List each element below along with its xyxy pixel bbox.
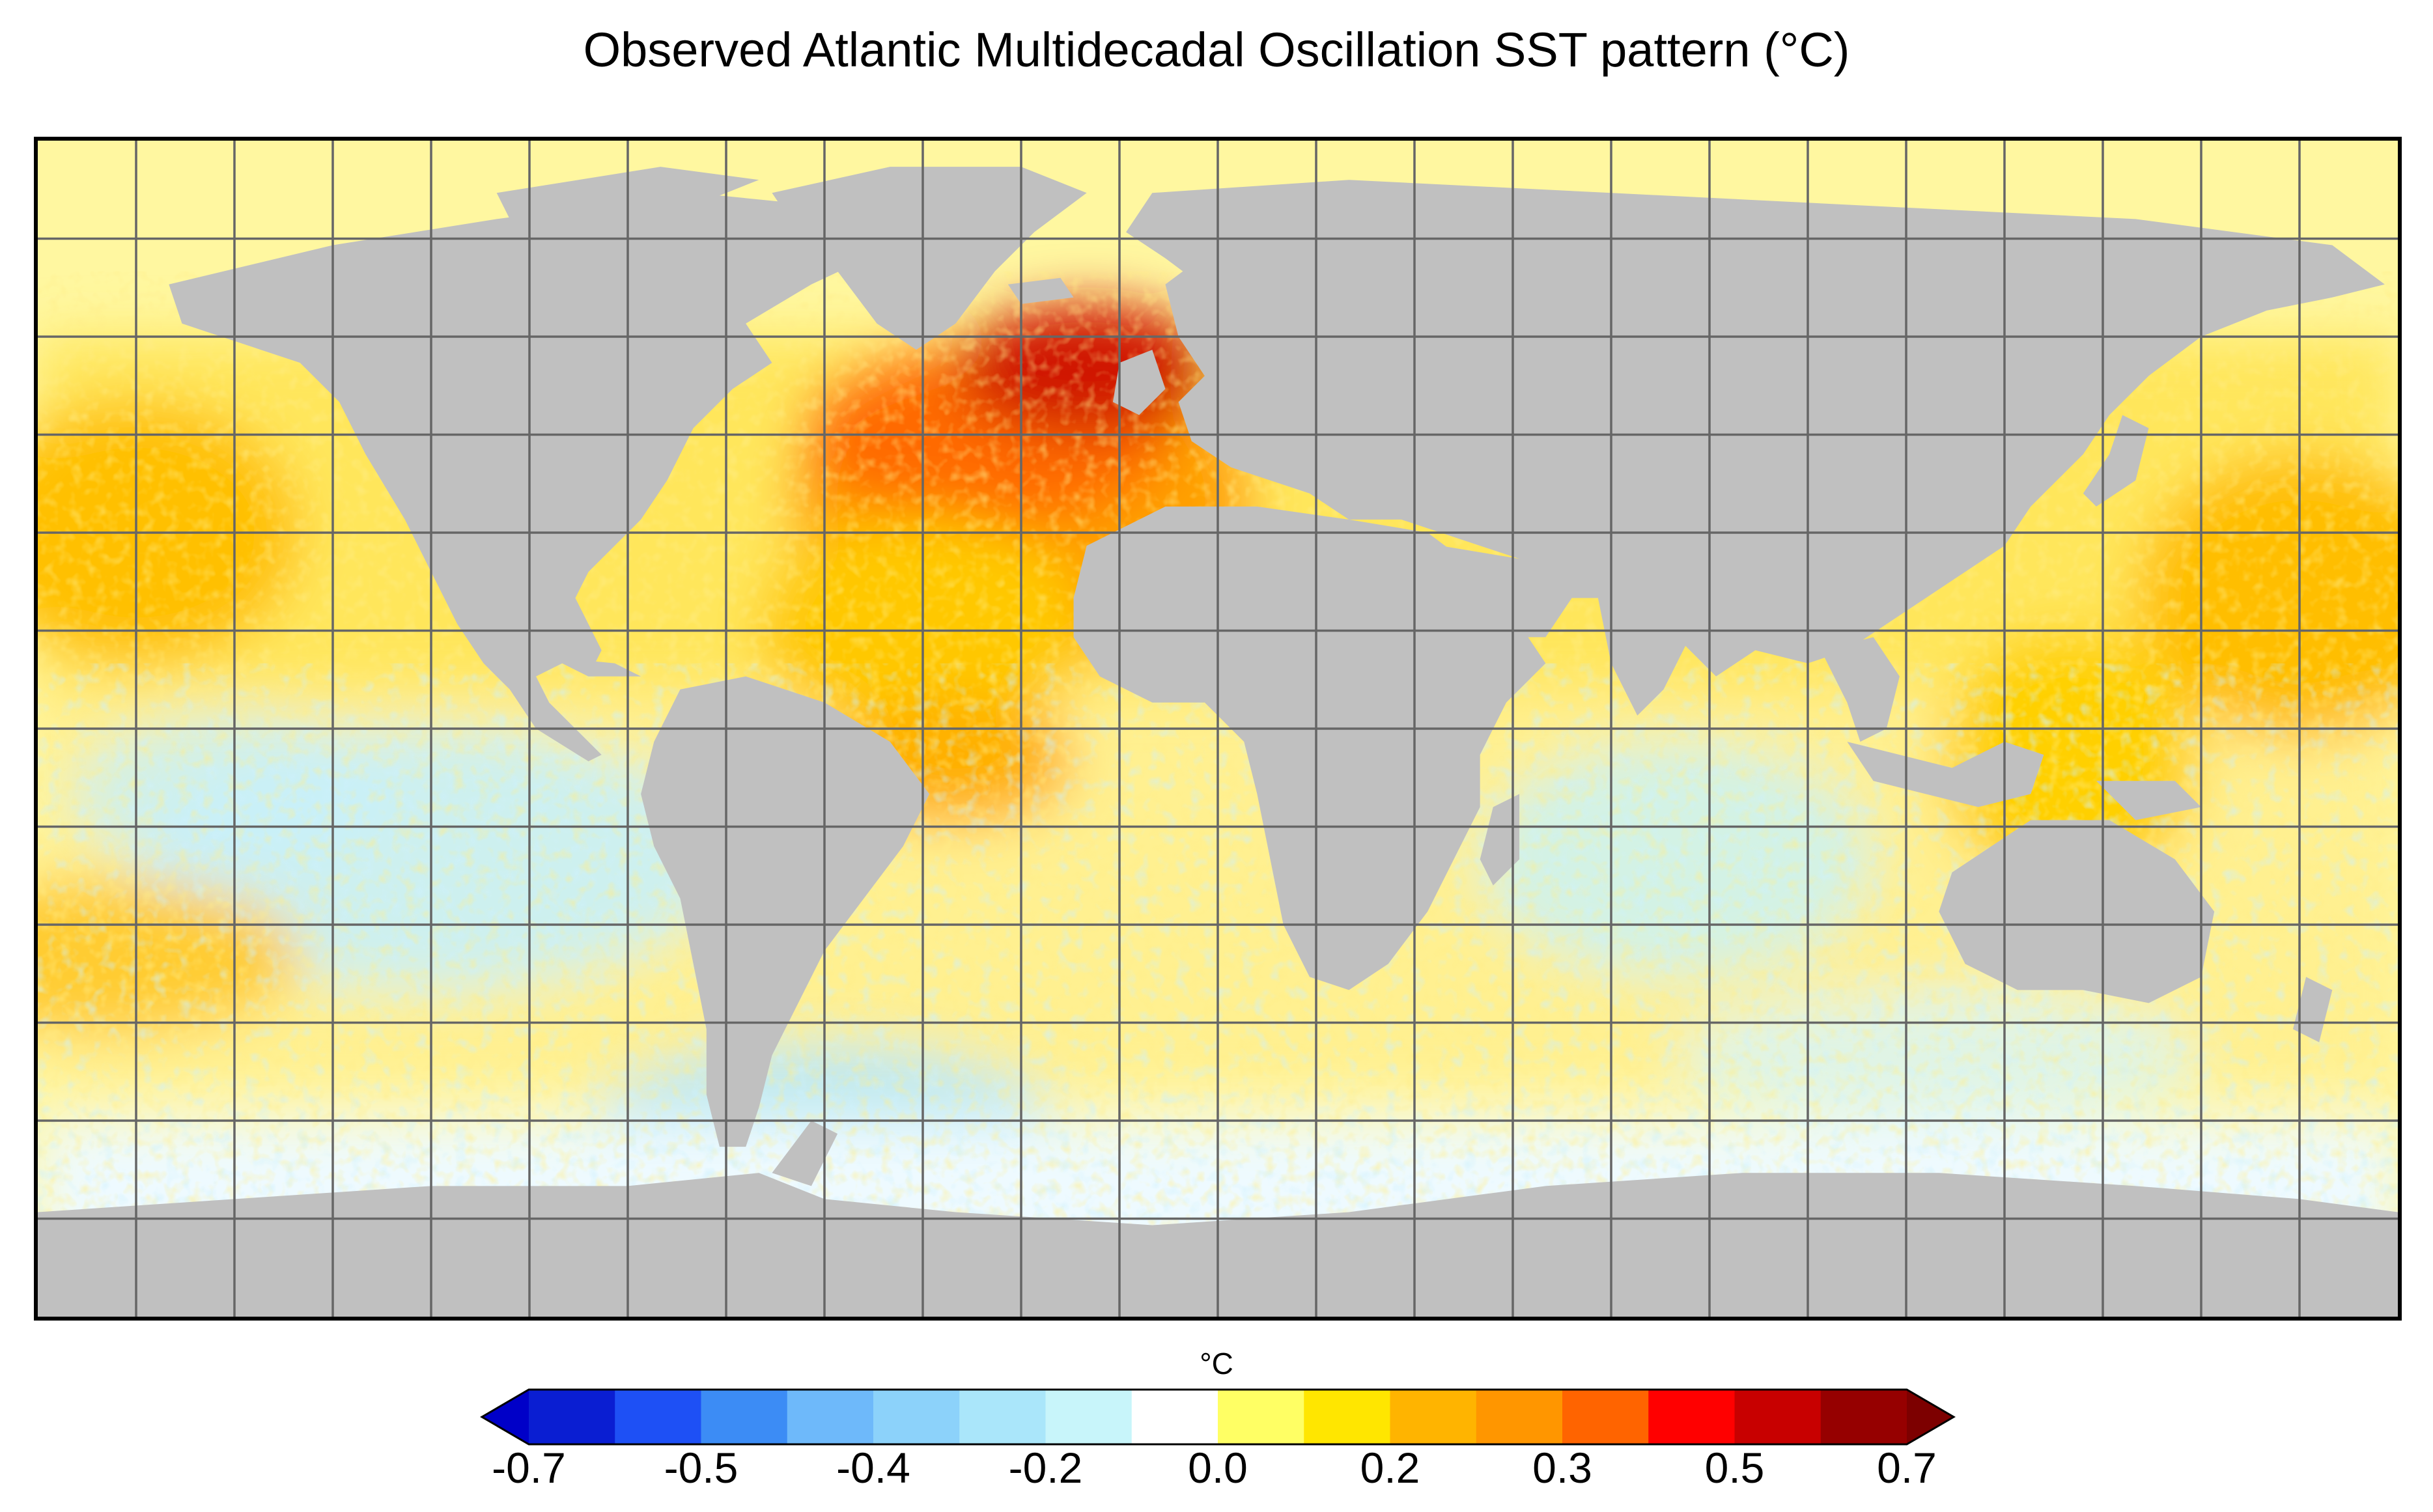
africa-land: [1073, 506, 1546, 990]
colorbar-swatch: [1390, 1390, 1477, 1444]
colorbar-swatch: [1648, 1390, 1735, 1444]
colorbar-swatch: [959, 1390, 1046, 1444]
new-guinea-land: [2096, 781, 2201, 820]
cuba-land: [549, 656, 641, 677]
colorbar-tick-label: 0.7: [1877, 1444, 1937, 1492]
sumatra-borneo-land: [1847, 742, 2044, 807]
colorbar-tick-label: 0.2: [1360, 1444, 1420, 1492]
colorbar-swatch: [701, 1390, 788, 1444]
colorbar-swatch: [1820, 1390, 1907, 1444]
colorbar-tick-label: -0.4: [836, 1444, 910, 1492]
colorbar-tick-label: 0.0: [1188, 1444, 1248, 1492]
india-land: [1597, 572, 1703, 716]
colorbar-tick-label: 0.3: [1532, 1444, 1592, 1492]
colorbar-under-arrow: [482, 1390, 529, 1444]
sst-anomaly-map: [38, 141, 2398, 1317]
british-isles-land: [1112, 350, 1166, 415]
colorbar-swatch: [1734, 1390, 1821, 1444]
greenland-land: [772, 167, 1087, 350]
colorbar-swatch: [1045, 1390, 1132, 1444]
iceland-land: [1007, 277, 1074, 304]
scandinavia-land: [1165, 219, 1323, 363]
colorbar: [480, 1388, 1956, 1446]
map-title: Observed Atlantic Multidecadal Oscillati…: [583, 23, 1850, 77]
sst-map-panel: [34, 137, 2402, 1321]
colorbar-tick-label: -0.7: [492, 1444, 566, 1492]
antarctic-peninsula-land: [772, 1121, 838, 1186]
new-zealand-land: [2292, 977, 2333, 1043]
arabia-land: [1441, 546, 1572, 637]
eurasia-land: [1126, 180, 2385, 677]
colorbar-swatch: [529, 1390, 615, 1444]
colorbar-swatch: [1562, 1390, 1649, 1444]
south-america-land: [641, 676, 930, 1147]
japan-land: [2083, 415, 2149, 507]
colorbar-swatch: [615, 1390, 701, 1444]
indochina-land: [1821, 637, 1900, 742]
colorbar-swatch: [1304, 1390, 1390, 1444]
colorbar-swatch: [1476, 1390, 1563, 1444]
colorbar-swatch: [873, 1390, 960, 1444]
colorbar-tick-label: -0.5: [664, 1444, 738, 1492]
graticule: [38, 141, 2398, 1317]
australia-land: [1939, 820, 2215, 1003]
colorbar-outline: [480, 1388, 1956, 1446]
colorbar-swatch: [1131, 1390, 1218, 1444]
madagascar-land: [1480, 794, 1520, 886]
colorbar-tick-label: 0.5: [1704, 1444, 1765, 1492]
colorbar-over-arrow: [1907, 1390, 1954, 1444]
colorbar-swatch: [1218, 1390, 1304, 1444]
colorbar-tick-label: -0.2: [1008, 1444, 1083, 1492]
colorbar-unit-label: °C: [1200, 1347, 1233, 1380]
colorbar-swatch: [787, 1390, 874, 1444]
north-america-land: [169, 193, 923, 762]
